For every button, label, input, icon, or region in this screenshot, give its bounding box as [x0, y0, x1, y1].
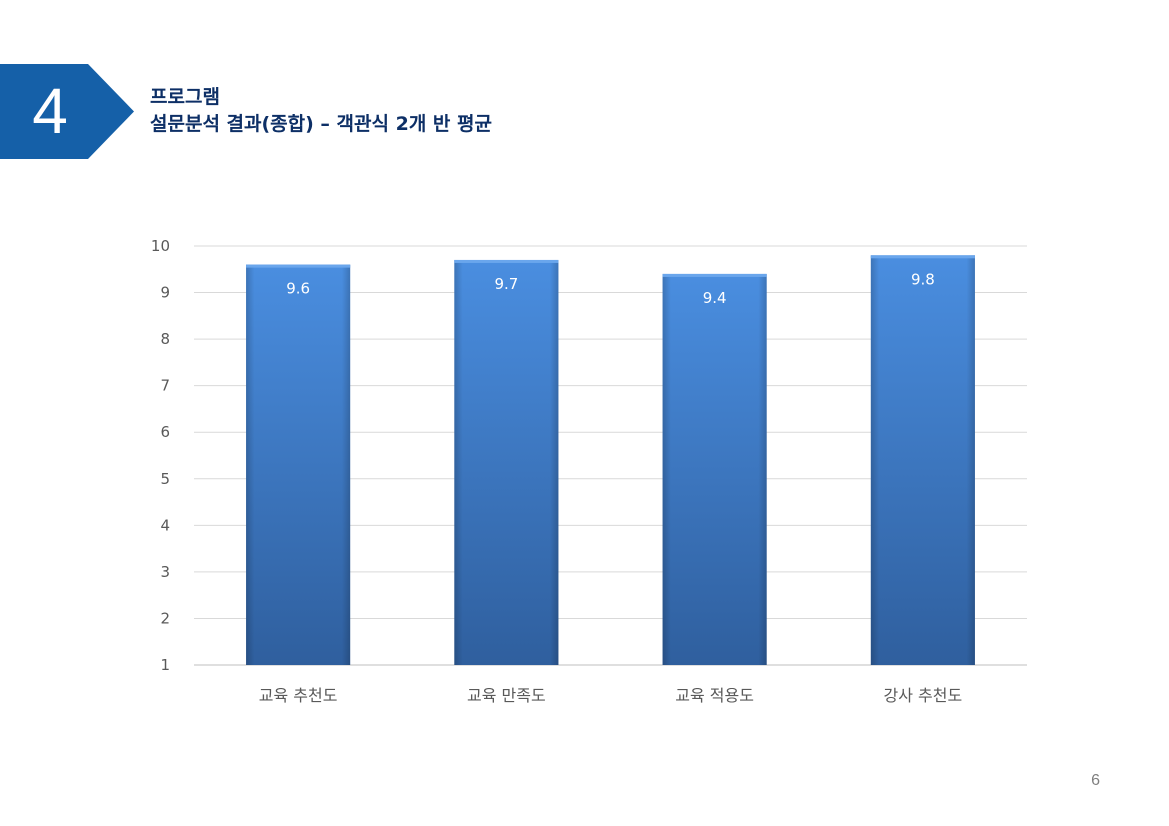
x-tick-label: 강사 추천도 — [884, 686, 963, 705]
y-tick-label: 7 — [160, 377, 170, 395]
page-title-line2: 설문분석 결과(종합) – 객관식 2개 반 평균 — [150, 113, 492, 135]
y-tick-label: 4 — [160, 516, 170, 534]
bar-shading — [662, 273, 767, 665]
y-tick-label: 8 — [160, 330, 170, 348]
y-tick-label: 2 — [160, 609, 170, 627]
page-title-line1: 프로그램 — [150, 86, 220, 108]
data-label: 9.4 — [703, 289, 727, 307]
data-label: 9.8 — [911, 270, 935, 288]
bar-top-highlight — [662, 273, 767, 277]
y-tick-label: 6 — [160, 423, 170, 441]
bar-top-highlight — [870, 255, 975, 259]
bar-shading — [454, 259, 559, 665]
bar-shading — [870, 255, 975, 666]
data-label: 9.7 — [494, 275, 518, 293]
section-badge — [0, 64, 134, 159]
x-tick-label: 교육 적용도 — [675, 686, 754, 705]
section-number: 4 — [32, 75, 68, 147]
bar-shading — [246, 264, 351, 665]
data-label: 9.6 — [286, 280, 310, 298]
y-tick-label: 3 — [160, 563, 170, 581]
y-tick-label: 5 — [160, 470, 170, 488]
y-tick-label: 10 — [151, 237, 170, 255]
page-title: 프로그램 설문분석 결과(종합) – 객관식 2개 반 평균 — [150, 84, 492, 138]
y-tick-label: 1 — [160, 656, 170, 674]
x-tick-label: 교육 만족도 — [467, 686, 546, 705]
y-tick-label: 9 — [160, 284, 170, 302]
bar-top-highlight — [246, 264, 351, 268]
x-tick-label: 교육 추천도 — [259, 686, 338, 705]
bar-top-highlight — [454, 259, 559, 263]
page-number: 6 — [1091, 772, 1100, 789]
